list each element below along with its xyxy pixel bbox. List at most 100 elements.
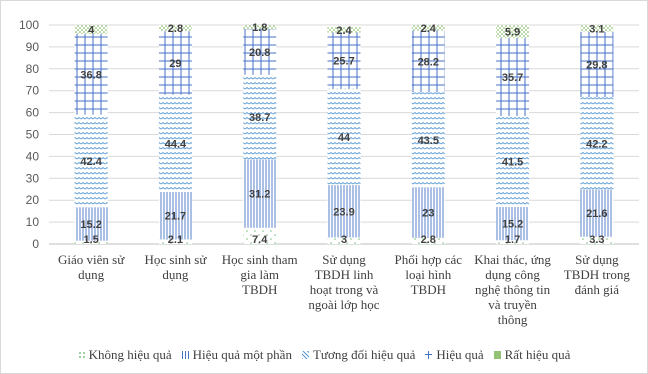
bar-segment — [74, 33, 108, 115]
legend-item: Tương đối hiệu quả — [301, 347, 416, 363]
data-label: 20.8 — [249, 47, 270, 59]
legend-label: Tương đối hiệu quả — [312, 347, 416, 362]
category-label-line: đánh giá — [575, 282, 620, 297]
bar-segment — [158, 31, 192, 95]
bar-segment — [243, 25, 277, 30]
category-label-line: hoạt trong và — [310, 282, 379, 297]
category-label-line: loại hình — [405, 267, 451, 282]
data-label: 3 — [341, 234, 347, 246]
bar-segment — [496, 240, 530, 244]
legend-swatch — [493, 351, 501, 359]
bar-segment — [74, 207, 108, 241]
legend: Không hiệu quả Hiệu quả một phần Tương đối… — [1, 347, 647, 363]
data-label: 21.7 — [165, 211, 186, 223]
data-label: 29 — [169, 58, 181, 70]
legend-swatch — [425, 351, 433, 359]
legend-swatch — [77, 351, 85, 359]
legend-item: Rất hiệu quả — [493, 347, 571, 363]
data-label: 29.8 — [586, 59, 607, 71]
bar-segment — [158, 191, 192, 240]
y-tick-label: 90 — [26, 40, 40, 54]
y-tick-label: 0 — [32, 237, 39, 251]
category-label: Sử dụng TBDH linh hoạt trong và ngoài lớp h… — [308, 252, 379, 312]
bar-segment — [580, 189, 614, 237]
category-label-line: gia làm — [240, 267, 279, 282]
category-label-line: TBDH — [242, 282, 277, 297]
category-label: Phối hợp các loại hình TBDH — [395, 252, 463, 297]
bar-segment — [411, 92, 445, 188]
y-tick-label: 20 — [26, 193, 40, 207]
category-label-line: thông — [498, 312, 528, 327]
category-label-line: TBDH linh — [315, 267, 374, 282]
data-label: 2.1 — [168, 234, 183, 246]
bar-segment — [327, 27, 361, 33]
category-label: Sử dụng TBDH trong đánh giá — [564, 252, 631, 297]
bar-segment — [74, 25, 108, 34]
category-label-line: nghệ thông tin — [475, 282, 551, 297]
category-label-line: TBDH — [411, 282, 446, 297]
bar-segment — [411, 187, 445, 238]
y-tick-label: 40 — [26, 149, 40, 163]
bar-segment — [580, 97, 614, 190]
data-label: 2.4 — [421, 23, 437, 35]
y-tick-label: 60 — [26, 106, 40, 120]
bar-segment — [74, 240, 108, 244]
data-label: 7.4 — [252, 234, 268, 246]
legend-item: Không hiệu quả — [77, 347, 172, 363]
y-tick-label: 80 — [26, 62, 40, 76]
data-label: 1.7 — [505, 234, 520, 246]
category-label-line: ngoài lớp học — [308, 297, 379, 312]
category-label-line: và truyền — [488, 297, 537, 312]
category-label: Học sinh tham gia làm TBDH — [222, 252, 298, 297]
category-label-line: Học sinh sử — [144, 252, 207, 267]
legend-item: Hiệu quả một phần — [181, 347, 292, 363]
legend-item: Hiệu quả — [425, 347, 484, 363]
bar-segment — [580, 236, 614, 244]
bar-segment — [496, 206, 530, 241]
category-label-line: dụng — [162, 267, 189, 282]
category-label: Khai thác, ứng dụng công nghệ thông tin và … — [474, 252, 551, 327]
data-label: 43.5 — [418, 135, 439, 147]
data-label: 2.8 — [421, 234, 436, 246]
data-label: 15.2 — [502, 219, 523, 231]
bar-segment — [327, 32, 361, 89]
category-label-line: dụng công — [485, 267, 540, 282]
bar-segment — [496, 116, 530, 207]
data-label: 15.2 — [80, 219, 101, 231]
data-label: 2.8 — [168, 23, 183, 35]
bar-segment — [327, 88, 361, 186]
data-label: 5.9 — [505, 26, 520, 38]
data-label: 1.8 — [252, 22, 267, 34]
data-labels: 1.5 15.2 42.4 36.8 4 2.1 21.7 44.4 29 2.8 7.4 31.2 3… — [80, 22, 607, 246]
bar-segment — [158, 94, 192, 192]
data-label: 28.2 — [418, 56, 439, 68]
y-tick-label: 30 — [26, 171, 40, 185]
category-label-line: Sử dụng — [575, 252, 619, 267]
bar-segment — [158, 25, 192, 32]
bars — [74, 25, 614, 244]
category-label-line: Học sinh tham — [222, 252, 298, 267]
legend-label: Hiệu quả — [436, 347, 484, 362]
y-tick-label: 100 — [19, 18, 39, 32]
bar-segment — [496, 25, 530, 38]
data-label: 44 — [338, 132, 351, 144]
data-label: 1.5 — [83, 234, 98, 246]
y-tick-label: 50 — [26, 128, 40, 142]
data-label: 23 — [422, 208, 434, 220]
bar-segment — [411, 30, 445, 93]
data-label: 36.8 — [80, 69, 101, 81]
bar-segment — [496, 37, 530, 117]
data-label: 44.4 — [165, 138, 187, 150]
legend-swatch — [301, 351, 309, 359]
data-label: 21.6 — [586, 208, 607, 220]
legend-label: Rất hiệu quả — [504, 347, 571, 362]
data-label: 2.4 — [336, 25, 352, 37]
category-label-line: Giáo viên sử — [58, 252, 125, 267]
data-label: 3.1 — [589, 23, 604, 35]
bar-segment — [580, 25, 614, 32]
bar-segment — [243, 159, 277, 228]
category-label: Học sinh sử dụng — [144, 252, 207, 282]
